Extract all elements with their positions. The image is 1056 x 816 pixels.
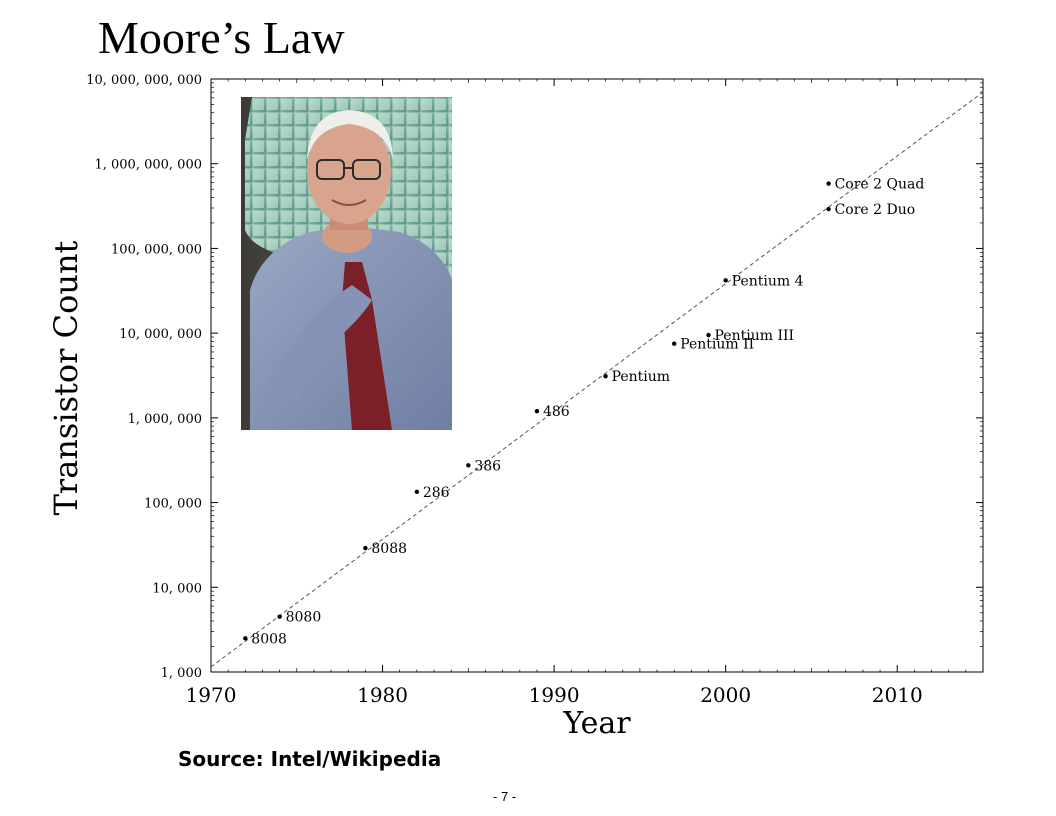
- data-point: [414, 489, 420, 495]
- point-label: 8080: [286, 610, 322, 626]
- x-tick-label: 2010: [872, 683, 923, 707]
- x-tick-label: 1990: [529, 683, 580, 707]
- point-label: Pentium: [612, 369, 671, 385]
- data-point: [826, 181, 831, 186]
- x-tick-label: 1980: [357, 683, 408, 707]
- point-label: 286: [423, 485, 450, 501]
- x-axis-label: Year: [562, 706, 631, 741]
- y-axis-ticks: 1, 000 10, 000 100, 000 1, 000, 000 10, 000,…: [86, 73, 983, 681]
- point-label: Pentium II: [680, 337, 754, 353]
- y-tick-label: 10, 000: [152, 581, 202, 596]
- slide-title: Moore’s Law: [98, 12, 345, 63]
- y-tick-label: 1, 000: [161, 666, 202, 681]
- data-point: [466, 463, 471, 468]
- x-tick-label: 2000: [700, 683, 751, 707]
- data-point: [363, 545, 368, 551]
- y-tick-label: 1, 000, 000: [128, 412, 202, 427]
- point-label: Core 2 Quad: [835, 177, 925, 193]
- data-point: [723, 278, 728, 283]
- point-label: 8088: [371, 541, 407, 557]
- point-label: 486: [543, 404, 570, 420]
- y-tick-label: 10, 000, 000: [119, 327, 202, 342]
- source-note: Source: Intel/Wikipedia: [178, 747, 442, 771]
- point-label: Pentium 4: [732, 273, 804, 289]
- data-point: [534, 408, 540, 414]
- y-tick-label: 100, 000: [144, 497, 202, 512]
- portrait-photo: [241, 97, 452, 430]
- page-number: - 7 -: [493, 789, 517, 804]
- point-label: 8008: [251, 631, 287, 647]
- y-tick-label: 100, 000, 000: [111, 242, 202, 257]
- data-point: [672, 341, 677, 346]
- point-label: 386: [474, 458, 501, 474]
- point-label: Core 2 Duo: [835, 202, 916, 218]
- plot-frame: [210, 78, 984, 673]
- data-point: [243, 636, 248, 641]
- data-point: [603, 374, 608, 379]
- data-point: [277, 614, 282, 619]
- y-tick-label: 1, 000, 000, 000: [94, 158, 202, 173]
- x-axis-ticks: 1970 1980 1990 2000 2010: [186, 79, 984, 707]
- data-point: [826, 206, 831, 212]
- point-label: Pentium III: [715, 328, 795, 344]
- y-axis-label: Transistor Count: [47, 240, 85, 515]
- data-point: [706, 332, 711, 338]
- y-tick-label: 10, 000, 000, 000: [86, 73, 202, 88]
- x-tick-label: 1970: [186, 683, 237, 707]
